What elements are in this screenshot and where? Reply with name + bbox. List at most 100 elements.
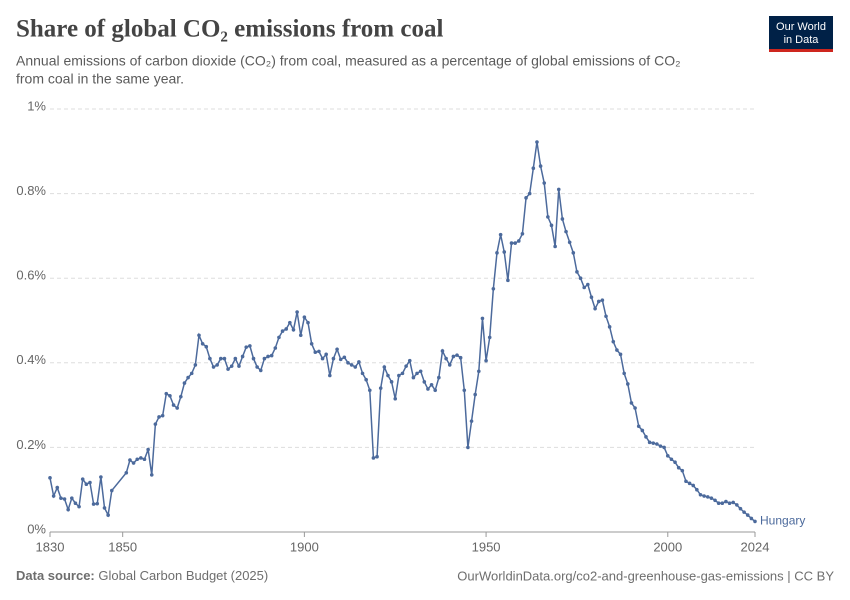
point (375, 454, 379, 459)
point (182, 381, 187, 385)
point (506, 278, 510, 283)
point (367, 388, 372, 393)
point (738, 506, 743, 511)
point (70, 496, 74, 500)
point (222, 356, 227, 361)
point (273, 346, 278, 350)
chart-title: Share of global CO₂ emissions from coal (16, 16, 443, 43)
point (88, 480, 92, 485)
point (749, 516, 754, 521)
point (200, 341, 205, 346)
point (437, 375, 441, 380)
point (647, 440, 652, 445)
point (309, 341, 314, 346)
point (571, 251, 576, 255)
point (720, 501, 725, 506)
point (193, 363, 198, 367)
point (742, 510, 746, 514)
point (455, 353, 459, 357)
point (393, 396, 398, 401)
point (549, 223, 554, 228)
point (596, 299, 601, 304)
point (95, 501, 100, 506)
point (262, 356, 267, 361)
point (575, 270, 579, 274)
point (59, 496, 63, 500)
point (338, 357, 343, 362)
point (531, 166, 536, 171)
point (255, 365, 259, 369)
point (509, 241, 514, 245)
point (179, 394, 183, 399)
point (636, 424, 641, 429)
point (382, 365, 387, 369)
x-tick-label: 2024 (741, 539, 770, 554)
point (731, 500, 735, 505)
point (168, 393, 172, 398)
point (655, 442, 659, 446)
source-label: Data source: (16, 568, 95, 583)
point (298, 333, 303, 338)
point (426, 387, 430, 391)
point (673, 460, 677, 465)
point (538, 164, 543, 168)
point (498, 232, 503, 237)
point (91, 502, 96, 506)
point (160, 413, 165, 418)
point (473, 392, 477, 397)
point (189, 371, 194, 376)
point (139, 456, 143, 460)
point (240, 354, 245, 359)
point (622, 371, 626, 376)
point (357, 360, 361, 364)
point (360, 371, 365, 376)
point (607, 325, 612, 329)
point (480, 316, 485, 321)
line (49, 141, 756, 523)
point (727, 501, 732, 506)
y-tick-label: 0.6% (16, 268, 46, 283)
point (687, 481, 692, 486)
point (626, 382, 630, 386)
point (353, 365, 358, 369)
point (404, 364, 408, 368)
point (306, 320, 310, 325)
point (226, 367, 230, 371)
point (604, 314, 608, 319)
point (567, 240, 572, 245)
point (204, 344, 209, 349)
point (589, 295, 594, 300)
point (586, 282, 590, 287)
x-tick-label: 1850 (108, 539, 137, 554)
point (669, 457, 674, 462)
point (415, 371, 419, 376)
point (378, 386, 383, 390)
point (462, 388, 467, 393)
point (451, 354, 456, 359)
point (564, 229, 568, 234)
url[interactable]: OurWorldinData.org/co2-and-greenhouse-ga… (457, 568, 834, 583)
y-tick-label: 0.2% (16, 437, 46, 452)
logo-text: in Data (784, 34, 820, 46)
point (84, 482, 89, 487)
point (364, 377, 368, 382)
logo[interactable]: Our World in Data (769, 16, 833, 52)
subtitle: from coal in the same year. (16, 71, 184, 87)
point (516, 239, 521, 243)
point (644, 435, 648, 439)
point (713, 498, 717, 503)
logo-text: Our World (776, 21, 826, 33)
point (291, 328, 296, 332)
point (502, 250, 507, 254)
point (578, 276, 583, 281)
x-tick-label: 1830 (36, 539, 65, 554)
point (735, 503, 739, 507)
point (251, 356, 256, 361)
point (328, 373, 332, 378)
point (66, 507, 70, 512)
point (440, 349, 445, 353)
point (157, 415, 161, 419)
y-tick-label: 0% (27, 521, 46, 536)
point (164, 391, 169, 396)
point (77, 504, 81, 509)
